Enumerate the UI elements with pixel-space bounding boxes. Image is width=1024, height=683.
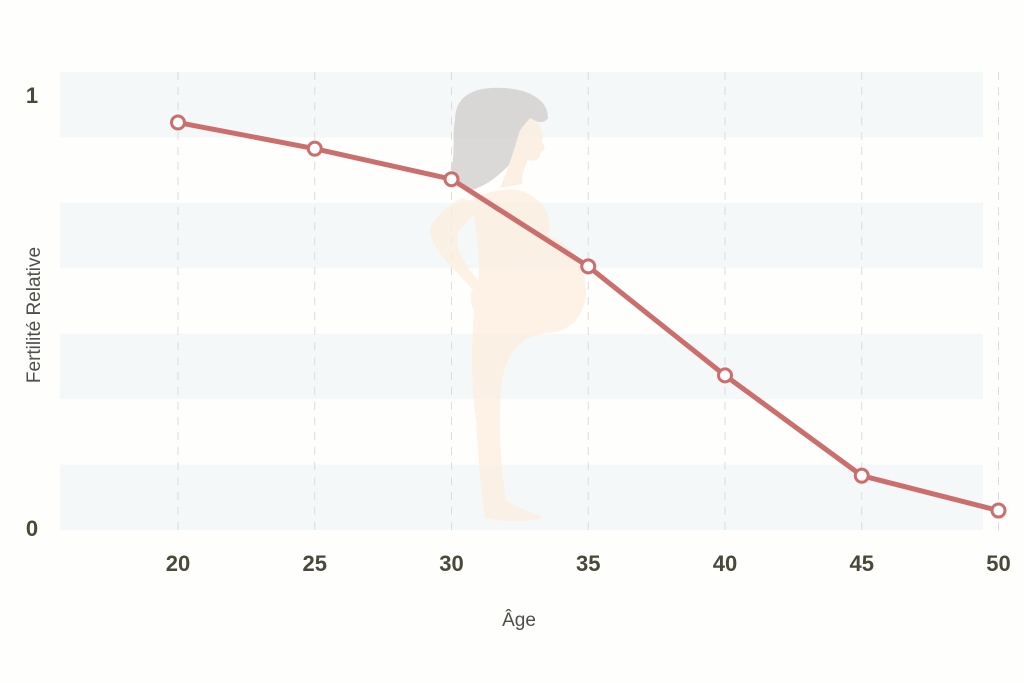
y-tick-label: 1 [26,83,38,108]
x-tick-label: 50 [986,551,1010,576]
x-axis-title: Âge [502,609,536,631]
x-tick-labels: 20 25 30 35 40 45 50 [166,551,1011,576]
data-points [170,114,1007,519]
x-tick-label: 45 [850,551,874,576]
data-point [580,258,597,275]
background-band [60,333,983,400]
y-axis-title: Fertilité Relative [24,247,45,383]
data-point [717,367,733,384]
pregnant-woman-illustration [430,87,586,522]
data-point [170,114,186,131]
data-point [990,502,1007,519]
x-tick-label: 40 [713,551,737,576]
x-tick-label: 20 [166,551,190,576]
data-point [443,171,460,188]
vertical-gridlines [177,72,999,530]
data-point [853,467,870,484]
data-point [306,140,323,157]
y-tick-labels: 01 [26,83,38,541]
x-tick-label: 35 [576,551,600,576]
x-tick-label: 30 [439,551,463,576]
y-tick-label: 0 [26,516,38,541]
x-tick-label: 25 [303,551,327,576]
